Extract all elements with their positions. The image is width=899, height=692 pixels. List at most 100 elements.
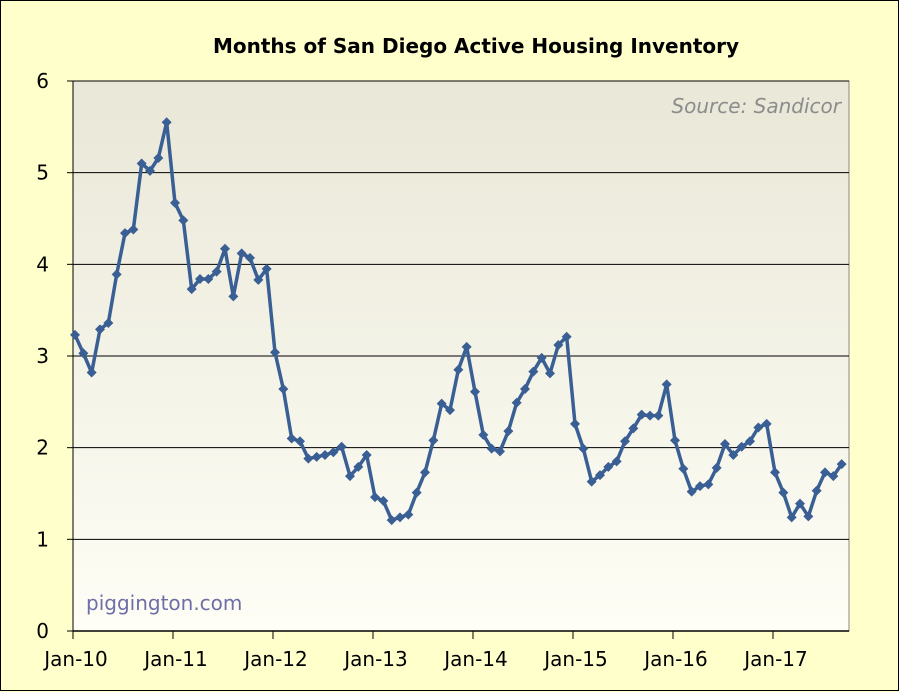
data-point-31 bbox=[328, 447, 339, 458]
data-point-17 bbox=[211, 266, 222, 277]
data-point-0 bbox=[70, 329, 80, 340]
data-point-28 bbox=[303, 453, 314, 464]
data-point-56 bbox=[536, 352, 547, 363]
data-point-75 bbox=[695, 481, 705, 492]
data-point-8 bbox=[136, 158, 147, 169]
data-point-35 bbox=[361, 450, 372, 460]
data-point-59 bbox=[561, 331, 572, 342]
data-point-72 bbox=[670, 435, 680, 446]
data-point-47 bbox=[461, 341, 472, 352]
data-point-22 bbox=[253, 274, 264, 285]
data-point-2 bbox=[86, 367, 97, 378]
data-point-44 bbox=[436, 398, 447, 409]
data-point-42 bbox=[420, 467, 430, 478]
data-point-50 bbox=[486, 443, 497, 454]
data-point-30 bbox=[320, 450, 330, 460]
data-point-46 bbox=[453, 364, 464, 375]
y-tick-label-2: 2 bbox=[36, 436, 49, 460]
y-tick-label-6: 6 bbox=[36, 69, 49, 93]
data-point-65 bbox=[611, 456, 622, 467]
source-note: Source: Sandicor bbox=[671, 94, 842, 118]
data-point-82 bbox=[753, 422, 764, 433]
data-point-60 bbox=[570, 418, 580, 429]
data-point-6 bbox=[120, 228, 130, 239]
data-point-55 bbox=[528, 366, 539, 377]
data-point-57 bbox=[545, 368, 555, 379]
data-point-14 bbox=[186, 284, 197, 295]
data-point-41 bbox=[411, 487, 422, 498]
data-point-61 bbox=[578, 443, 589, 454]
data-point-89 bbox=[811, 485, 822, 496]
x-tick-label-Jan-12: Jan-12 bbox=[242, 647, 308, 671]
data-point-76 bbox=[703, 479, 714, 490]
x-tick-label-Jan-16: Jan-16 bbox=[642, 647, 708, 671]
data-point-51 bbox=[495, 446, 505, 457]
data-point-12 bbox=[170, 197, 180, 208]
axes bbox=[67, 80, 849, 639]
x-tick-label-Jan-11: Jan-11 bbox=[142, 647, 208, 671]
data-point-64 bbox=[603, 461, 614, 472]
data-point-54 bbox=[520, 384, 530, 394]
data-point-3 bbox=[95, 324, 105, 335]
data-point-15 bbox=[195, 274, 205, 284]
y-tick-label-0: 0 bbox=[36, 619, 49, 643]
data-point-87 bbox=[795, 498, 805, 509]
data-point-29 bbox=[311, 451, 322, 462]
data-point-4 bbox=[103, 318, 114, 328]
data-point-79 bbox=[728, 450, 739, 460]
data-point-49 bbox=[478, 429, 489, 440]
grid-lines bbox=[73, 80, 849, 540]
x-tick-label-Jan-13: Jan-13 bbox=[342, 647, 408, 671]
data-point-1 bbox=[78, 348, 89, 359]
data-point-36 bbox=[370, 492, 380, 503]
data-point-33 bbox=[345, 471, 355, 482]
data-point-39 bbox=[395, 512, 405, 523]
data-point-19 bbox=[228, 291, 239, 302]
data-point-26 bbox=[286, 433, 297, 444]
data-point-69 bbox=[645, 410, 655, 421]
y-tick-label-3: 3 bbox=[36, 344, 49, 368]
data-point-90 bbox=[820, 467, 830, 478]
data-point-91 bbox=[828, 471, 839, 482]
x-tick-label-Jan-15: Jan-15 bbox=[542, 647, 608, 671]
credit-label: piggington.com bbox=[86, 591, 242, 615]
data-point-5 bbox=[111, 269, 122, 280]
data-point-77 bbox=[711, 462, 722, 473]
data-point-68 bbox=[636, 409, 647, 420]
data-point-81 bbox=[745, 436, 755, 447]
data-point-63 bbox=[595, 470, 605, 481]
data-point-27 bbox=[295, 436, 305, 447]
y-tick-labels: 0 1 2 3 4 5 6 bbox=[36, 69, 49, 643]
data-point-71 bbox=[661, 379, 672, 390]
data-point-45 bbox=[445, 405, 455, 416]
x-tick-label-Jan-14: Jan-14 bbox=[442, 647, 508, 671]
x-tick-labels: Jan-10 Jan-11 Jan-12 Jan-13 Jan-14 Jan-15 Jan-… bbox=[42, 647, 808, 671]
data-point-85 bbox=[778, 487, 789, 498]
data-point-9 bbox=[145, 165, 155, 176]
data-point-18 bbox=[220, 243, 230, 254]
data-point-13 bbox=[178, 215, 189, 226]
data-point-20 bbox=[236, 248, 247, 259]
x-tick-label-Jan-17: Jan-17 bbox=[742, 647, 808, 671]
data-point-16 bbox=[203, 274, 214, 284]
data-point-83 bbox=[761, 418, 772, 429]
data-point-34 bbox=[353, 461, 364, 472]
data-point-86 bbox=[786, 512, 797, 523]
y-tick-label-1: 1 bbox=[36, 527, 49, 551]
data-point-74 bbox=[686, 486, 697, 497]
data-point-62 bbox=[586, 476, 597, 487]
chart-title: Months of San Diego Active Housing Inven… bbox=[213, 34, 739, 58]
x-tick-label-Jan-10: Jan-10 bbox=[42, 647, 108, 671]
data-point-67 bbox=[628, 423, 639, 434]
data-point-92 bbox=[836, 459, 847, 470]
data-point-10 bbox=[153, 153, 164, 163]
data-point-24 bbox=[270, 347, 280, 358]
data-point-58 bbox=[553, 340, 564, 350]
y-tick-label-5: 5 bbox=[36, 161, 49, 185]
data-point-80 bbox=[736, 441, 747, 452]
y-tick-label-4: 4 bbox=[36, 252, 49, 276]
data-point-23 bbox=[261, 263, 272, 274]
data-point-53 bbox=[511, 397, 522, 408]
